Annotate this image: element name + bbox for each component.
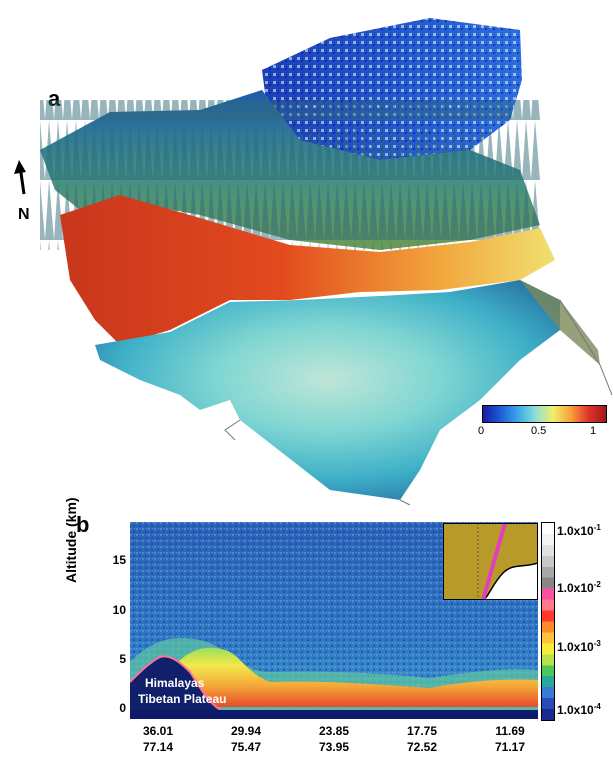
x-tick-label-lat: 23.85 (318, 724, 350, 738)
colorbar-a-tick-1: 0.5 (531, 425, 547, 437)
x-tick-label-lon: 72.52 (406, 740, 438, 754)
aerosol-hotspot (60, 195, 555, 345)
y-tick-label: 5 (119, 651, 126, 666)
x-tick-label-lon: 71.17 (494, 740, 526, 754)
inset-map (443, 523, 538, 600)
y-tick-label: 0 (119, 701, 126, 716)
north-label: N (18, 206, 30, 223)
panel-b-colorbar (541, 522, 555, 721)
panel-a-colorbar (482, 405, 607, 423)
terrain-label-himalayas: Himalayas (145, 676, 205, 690)
north-arrow (10, 160, 40, 200)
colorbar-b-tick-label: 1.0x10-3 (557, 639, 601, 655)
y-tick-label: 10 (112, 602, 126, 617)
x-tick-label-lat: 11.69 (495, 724, 525, 738)
x-tick-label-lat: 36.01 (142, 724, 174, 738)
peninsula-region (95, 280, 560, 500)
y-tick-label: 15 (112, 553, 126, 568)
terrain-label-plateau: Tibetan Plateau (138, 692, 227, 706)
x-tick-label-lat: 17.75 (406, 724, 438, 738)
colorbar-b-tick-label: 1.0x10-1 (557, 522, 601, 538)
panel-b-label: b (76, 512, 90, 537)
terrain-3d-surface (40, 18, 613, 506)
colorbar-b-tick-label: 1.0x10-2 (557, 580, 601, 595)
x-tick-label-lon: 73.95 (318, 740, 350, 754)
colorbar-a-tick-0: 0 (478, 425, 485, 437)
colorbar-a-tick-2: 1 (590, 425, 597, 437)
x-tick-label-lon: 77.14 (142, 740, 174, 754)
x-tick-label-lon: 75.47 (230, 740, 262, 754)
x-tick-label-lat: 29.94 (230, 724, 262, 738)
colorbar-b-tick-label: 1.0x10-4 (557, 702, 601, 718)
y-axis-label: Altitude (km) (63, 497, 79, 583)
arrow-up-icon (14, 160, 26, 195)
aerosol-layer (170, 647, 538, 707)
